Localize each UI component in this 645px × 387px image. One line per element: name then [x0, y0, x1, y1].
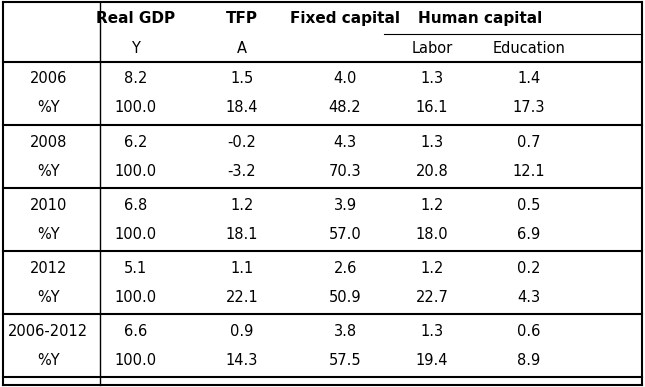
Text: 8.2: 8.2 [124, 72, 147, 86]
Text: 0.6: 0.6 [517, 324, 541, 339]
Text: 0.5: 0.5 [517, 198, 541, 212]
Text: 3.9: 3.9 [333, 198, 357, 212]
Text: 100.0: 100.0 [114, 353, 157, 368]
Text: %Y: %Y [37, 101, 60, 115]
Text: 6.9: 6.9 [517, 227, 541, 241]
Text: 2006-2012: 2006-2012 [8, 324, 88, 339]
Text: 4.3: 4.3 [333, 135, 357, 149]
Text: -0.2: -0.2 [228, 135, 256, 149]
Text: 18.0: 18.0 [416, 227, 448, 241]
Text: 22.7: 22.7 [416, 290, 448, 305]
Text: -3.2: -3.2 [228, 164, 256, 178]
Text: 2008: 2008 [30, 135, 67, 149]
Text: %Y: %Y [37, 290, 60, 305]
Text: 100.0: 100.0 [114, 290, 157, 305]
Text: 0.9: 0.9 [230, 324, 253, 339]
Text: 18.1: 18.1 [226, 227, 258, 241]
Text: Fixed capital: Fixed capital [290, 10, 400, 26]
Text: 1.3: 1.3 [421, 324, 444, 339]
Text: 3.8: 3.8 [333, 324, 357, 339]
Text: 0.2: 0.2 [517, 261, 541, 276]
Text: 100.0: 100.0 [114, 101, 157, 115]
Text: 20.8: 20.8 [416, 164, 448, 178]
Text: %Y: %Y [37, 164, 60, 178]
Text: 4.3: 4.3 [517, 290, 541, 305]
Text: Education: Education [493, 41, 565, 56]
Text: %Y: %Y [37, 353, 60, 368]
Text: 2.6: 2.6 [333, 261, 357, 276]
Text: 17.3: 17.3 [513, 101, 545, 115]
Text: 19.4: 19.4 [416, 353, 448, 368]
Text: 1.2: 1.2 [230, 198, 253, 212]
Text: 57.5: 57.5 [329, 353, 361, 368]
Text: 6.8: 6.8 [124, 198, 147, 212]
Text: TFP: TFP [226, 10, 258, 26]
Text: Y: Y [131, 41, 140, 56]
Text: 18.4: 18.4 [226, 101, 258, 115]
Text: 0.7: 0.7 [517, 135, 541, 149]
Text: Labor: Labor [412, 41, 453, 56]
Text: 1.3: 1.3 [421, 135, 444, 149]
Text: 48.2: 48.2 [329, 101, 361, 115]
Text: Real GDP: Real GDP [96, 10, 175, 26]
Text: 1.2: 1.2 [421, 198, 444, 212]
Text: 14.3: 14.3 [226, 353, 258, 368]
Text: 100.0: 100.0 [114, 164, 157, 178]
Text: 1.1: 1.1 [230, 261, 253, 276]
Text: 70.3: 70.3 [329, 164, 361, 178]
Text: 57.0: 57.0 [329, 227, 361, 241]
Text: 2010: 2010 [30, 198, 67, 212]
Text: 16.1: 16.1 [416, 101, 448, 115]
Text: A: A [237, 41, 247, 56]
Text: 100.0: 100.0 [114, 227, 157, 241]
Text: 5.1: 5.1 [124, 261, 147, 276]
Text: 6.6: 6.6 [124, 324, 147, 339]
Text: 4.0: 4.0 [333, 72, 357, 86]
Text: 2006: 2006 [30, 72, 67, 86]
Text: 1.5: 1.5 [230, 72, 253, 86]
Text: 1.4: 1.4 [517, 72, 541, 86]
Text: 12.1: 12.1 [513, 164, 545, 178]
Text: 50.9: 50.9 [329, 290, 361, 305]
Text: 6.2: 6.2 [124, 135, 147, 149]
Text: 8.9: 8.9 [517, 353, 541, 368]
Text: 22.1: 22.1 [226, 290, 258, 305]
Text: 1.2: 1.2 [421, 261, 444, 276]
Text: 1.3: 1.3 [421, 72, 444, 86]
Text: Human capital: Human capital [419, 10, 542, 26]
Text: 2012: 2012 [30, 261, 67, 276]
Text: %Y: %Y [37, 227, 60, 241]
